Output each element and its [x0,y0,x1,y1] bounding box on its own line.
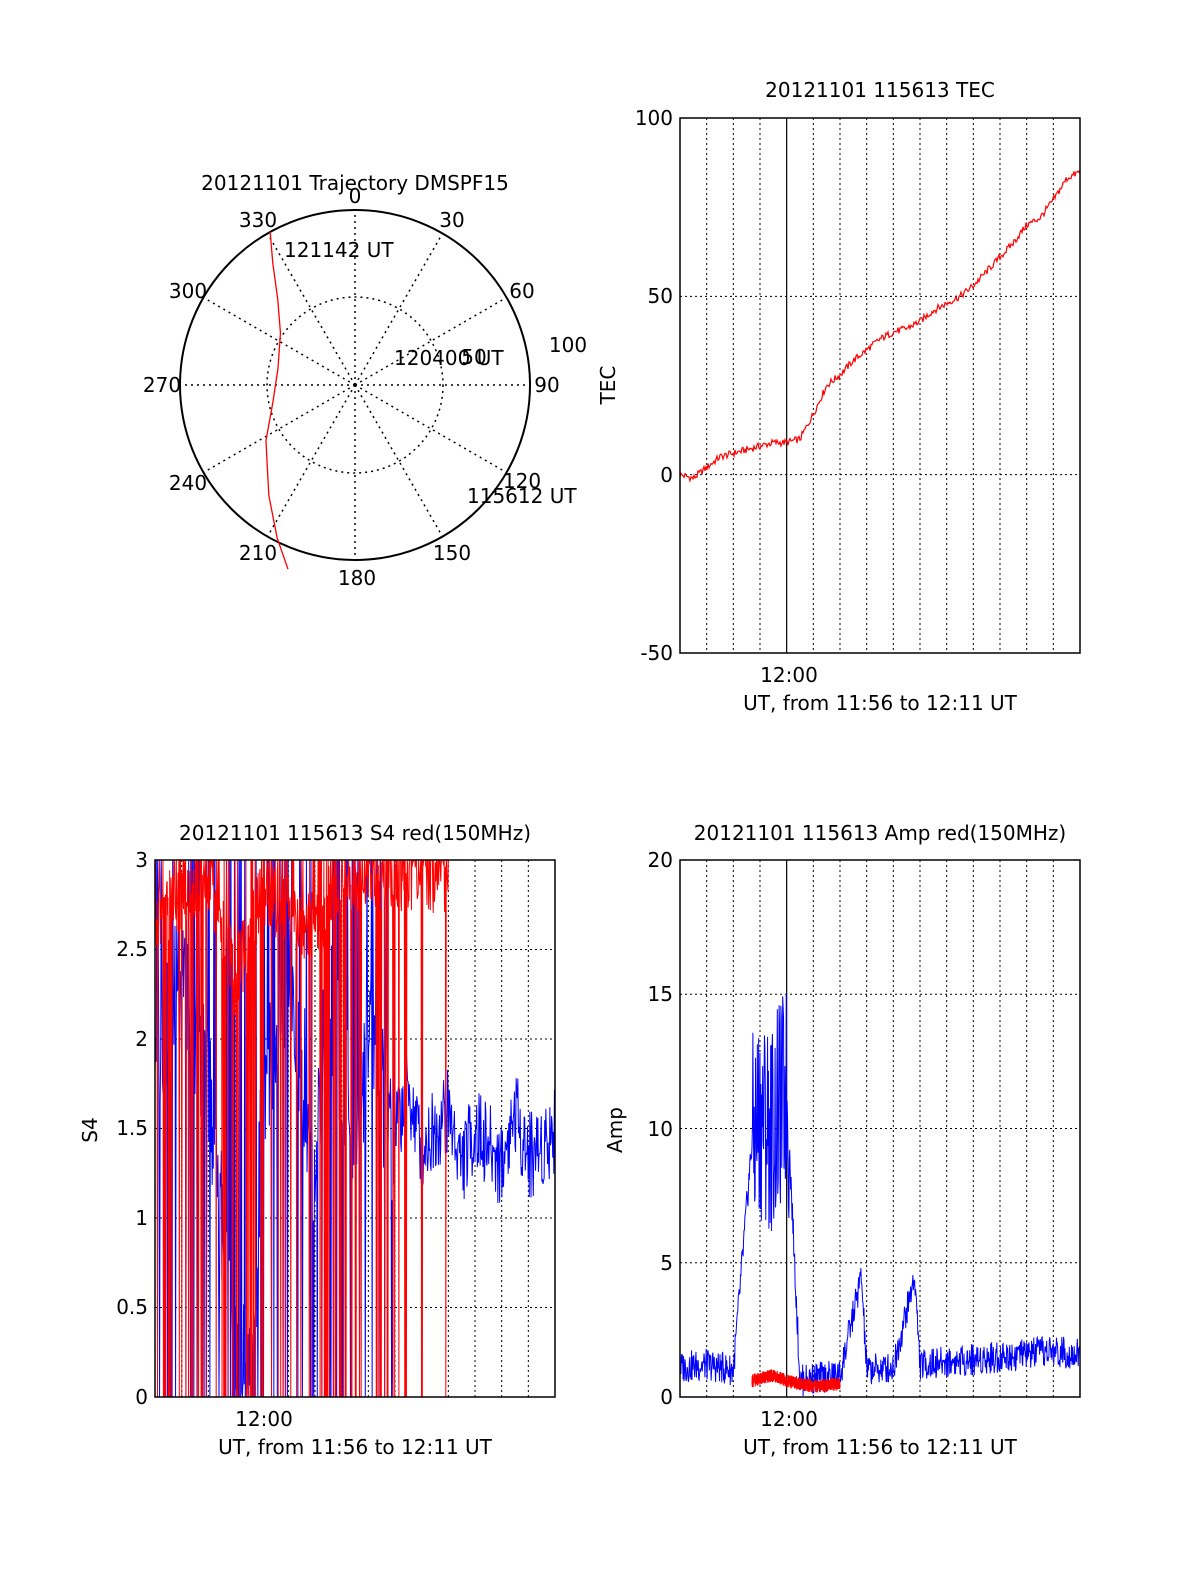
polar-angle-label-240: 240 [169,471,207,495]
amp-series-line-0 [679,993,1081,1396]
amp-series [679,993,1081,1396]
s4-ytick-2.5: 2.5 [116,937,148,961]
amp-ylabel: Amp [603,1107,627,1153]
polar-annotation-115612: 115612 UT [467,484,577,508]
amp-xlabel: UT, from 11:56 to 12:11 UT [743,1435,1018,1459]
s4-xtick-1200: 12:00 [235,1407,293,1431]
s4-ytick-2: 2 [135,1027,148,1051]
polar-angle-label-330: 330 [239,208,277,232]
s4-xlabel: UT, from 11:56 to 12:11 UT [218,1435,493,1459]
amp-series-line-1 [751,1369,841,1393]
s4-plot-frame [154,859,556,1398]
polar-radial-labels: 50 100 [461,333,587,369]
polar-angle-label-180: 180 [338,566,376,590]
polar-spoke-240 [203,384,356,474]
polar-angle-label-210: 210 [239,541,277,565]
amp-ytick-15: 15 [648,982,673,1006]
tec-panel: 20121101 115613 TEC -50 0 50 100 12:00 U… [596,78,1081,715]
s4-ytick-1.5: 1.5 [116,1116,148,1140]
s4-title: 20121101 115613 S4 red(150MHz) [179,821,531,845]
polar-spoke-30 [354,233,444,386]
polar-angle-label-90: 90 [534,373,559,397]
amp-xtick-1200: 12:00 [760,1407,818,1431]
polar-angle-label-150: 150 [433,541,471,565]
tec-ytick-50: 50 [648,284,673,308]
polar-trajectory-line-0 [265,231,289,570]
polar-radial-label-100: 100 [549,333,587,357]
polar-radial-label-50: 50 [461,345,486,369]
polar-title: 20121101 Trajectory DMSPF15 [201,171,509,195]
polar-spoke-60 [354,296,507,386]
polar-angle-label-30: 30 [439,208,464,232]
tec-plot-frame [679,117,1081,654]
polar-spoke-330 [266,233,356,386]
s4-panel: 20121101 115613 S4 red(150MHz) 0 0.5 1 1… [78,821,556,1459]
polar-angle-label-300: 300 [169,279,207,303]
polar-spoke-120 [354,384,507,474]
polar-panel: 20121101 Trajectory DMSPF15 0 30 60 90 1… [143,171,587,590]
polar-annotation-120400: 120400 UT [394,346,504,370]
polar-angle-label-0: 0 [349,184,362,208]
polar-angle-label-120: 120 [503,469,541,493]
s4-ytick-0.5: 0.5 [116,1295,148,1319]
polar-annotation-121142: 121142 UT [284,238,394,262]
amp-ytick-0: 0 [660,1385,673,1409]
s4-ytick-0: 0 [135,1385,148,1409]
polar-angle-labels: 0 30 60 90 120 150 180 210 240 270 300 3… [143,184,560,590]
amp-plot-frame [679,859,1081,1398]
tec-ylabel: TEC [596,366,620,406]
polar-spoke-300 [203,296,356,386]
s4-ylabel: S4 [78,1117,102,1142]
polar-spokes [180,210,530,560]
polar-spoke-150 [354,384,444,537]
tec-ytick-0: 0 [660,463,673,487]
amp-panel: 20121101 115613 Amp red(150MHz) 0 5 10 1… [603,821,1081,1459]
polar-annotations: 121142 UT 120400 UT 115612 UT [284,238,577,508]
amp-ytick-labels: 0 5 10 15 20 [648,848,673,1409]
tec-xlabel: UT, from 11:56 to 12:11 UT [743,691,1018,715]
s4-ytick-1: 1 [135,1206,148,1230]
polar-trajectory [265,231,289,570]
tec-ytick-labels: -50 0 50 100 [635,106,673,665]
polar-angle-label-270: 270 [143,373,181,397]
s4-ytick-3: 3 [135,848,148,872]
amp-ytick-20: 20 [648,848,673,872]
tec-grid [680,117,1080,654]
tec-title: 20121101 115613 TEC [765,78,995,102]
tec-xtick-1200: 12:00 [760,663,818,687]
tec-series [679,169,1081,484]
polar-inner-circle [266,296,444,474]
tec-series-line-0 [679,169,1081,484]
amp-grid [680,859,1080,1398]
amp-title: 20121101 115613 Amp red(150MHz) [694,821,1066,845]
amp-ytick-10: 10 [648,1117,673,1141]
polar-spoke-210 [266,384,356,537]
polar-angle-label-60: 60 [509,279,534,303]
tec-ytick--50: -50 [640,641,673,665]
tec-ytick-100: 100 [635,106,673,130]
amp-ytick-5: 5 [660,1251,673,1275]
s4-ytick-labels: 0 0.5 1 1.5 2 2.5 3 [116,848,148,1409]
